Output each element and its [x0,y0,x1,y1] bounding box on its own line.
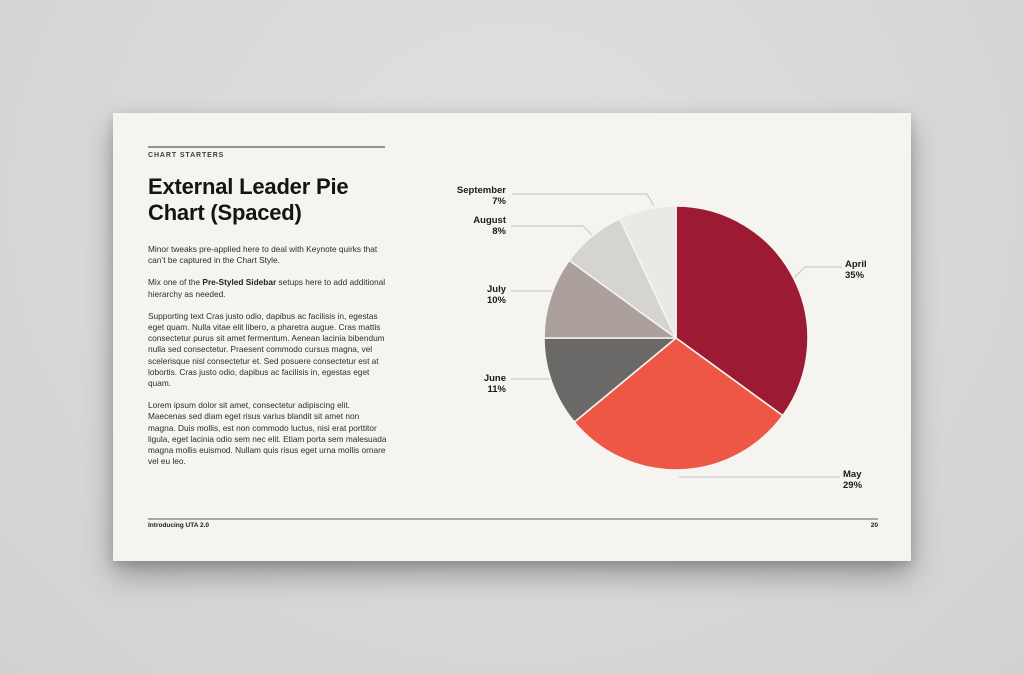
paragraph-sidebar-suffix: setups here to add additional hierarchy … [148,277,386,299]
pie-label-name: September [456,185,506,196]
pie-label-value: 29% [843,480,863,491]
paragraph-sidebar-prefix: Mix one of the [148,277,203,288]
paragraph-supporting: Supporting text Cras justo odio, dapibus… [148,310,385,389]
pie-label-april: April 35% [845,259,867,281]
pie-chart [511,193,842,478]
leader-line-april [793,266,842,279]
pie-label-june: June 11% [484,373,506,395]
paragraph-sidebar-note: Mix one of the Pre-Styled Sidebar setups… [148,277,387,299]
pie-slice-july [543,259,677,339]
paragraph-intro: Minor tweaks pre-applied here to deal wi… [148,244,378,266]
pie-label-name: June [483,373,506,384]
footer-page-number: 20 [870,522,878,529]
pie-label-name: July [486,284,506,295]
pie-label-value: 8% [492,226,506,237]
pie-label-value: 7% [492,196,506,207]
pie-label-august: August 8% [473,215,506,237]
pie-label-july: July 10% [487,284,506,306]
eyebrow-label: CHART STARTERS [148,152,225,159]
pie-slice-september [619,205,677,339]
slide-title: External Leader Pie Chart (Spaced) [148,174,349,225]
leader-line-august [511,225,593,236]
pie-label-may: May 29% [843,469,862,491]
paragraph-lorem: Lorem ipsum dolor sit amet, consectetur … [148,400,387,467]
header-rule [148,146,385,148]
pie-label-value: 11% [487,384,507,395]
pie-label-value: 35% [845,270,865,281]
paragraph-sidebar-bold: Pre-Styled Sidebar [202,277,277,288]
pie-label-name: May [843,469,862,480]
pie-label-value: 10% [486,295,506,306]
footer-rule [148,518,878,520]
pie-slice-may [573,337,784,471]
pie-label-name: April [845,259,867,270]
body-copy: Minor tweaks pre-applied here to deal wi… [148,244,387,478]
leader-lines [511,193,842,478]
pie-slices [543,205,809,471]
leader-line-september [512,193,655,207]
pie-label-september: September 7% [457,185,506,207]
pie-label-name: August [473,215,506,226]
pie-slice-april [675,205,809,417]
presentation-slide: CHART STARTERS External Leader Pie Chart… [113,113,911,561]
pie-slice-june [543,337,677,423]
footer-deck-title: Introducing UTA 2.0 [148,522,210,529]
